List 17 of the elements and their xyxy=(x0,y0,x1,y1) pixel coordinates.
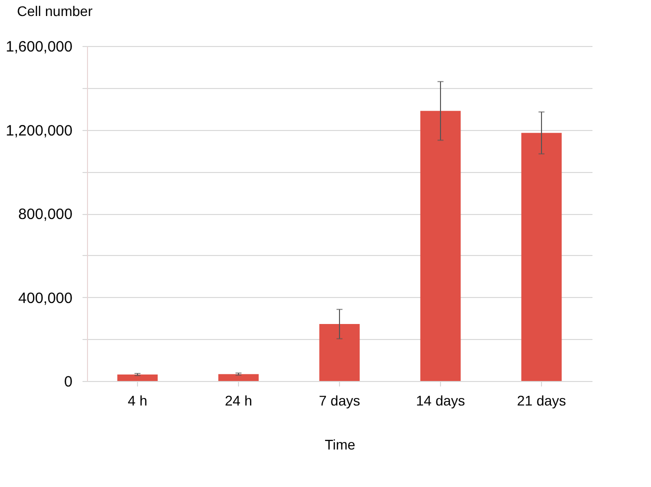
y-tick-label: 1,200,000 xyxy=(6,122,72,140)
x-tick-label: 14 days xyxy=(416,392,466,408)
x-tick-label: 21 days xyxy=(516,392,566,408)
y-tick-label: 1,600,000 xyxy=(6,38,72,56)
y-tick-label: 800,000 xyxy=(18,206,72,223)
x-axis-title: Time xyxy=(324,436,356,452)
bar xyxy=(319,324,360,381)
y-tick-label: 400,000 xyxy=(18,290,72,307)
y-tick-label: 0 xyxy=(64,374,72,390)
x-tick-label: 24 h xyxy=(224,392,252,408)
bar xyxy=(420,110,461,381)
x-tick-label: 4 h xyxy=(128,392,148,408)
bar xyxy=(218,374,259,381)
bar xyxy=(117,374,158,381)
x-tick-label: 7 days xyxy=(318,392,360,408)
bar xyxy=(521,132,562,381)
y-axis-title: Cell number xyxy=(17,3,93,19)
